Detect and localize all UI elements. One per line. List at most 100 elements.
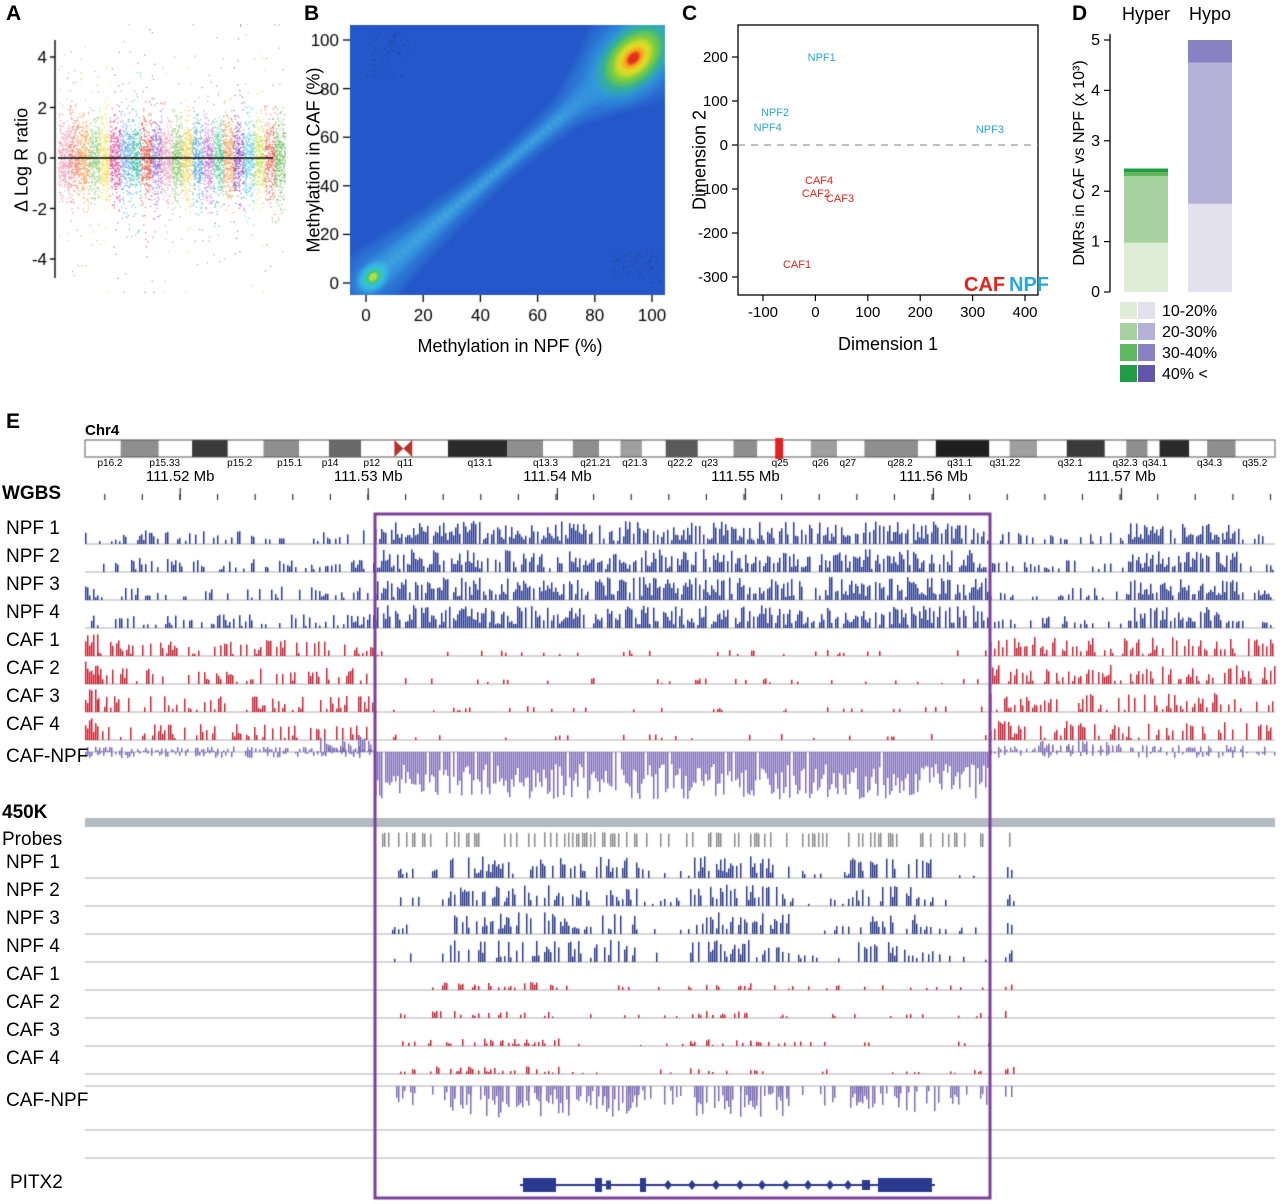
cytoband-label: q27 [839, 458, 857, 469]
wgbs-track-label: CAF 1 [6, 630, 60, 651]
x-tick-label: 300 [960, 304, 985, 321]
cytoband-label: q13.1 [467, 458, 493, 469]
coordinate-label: 111.55 Mb [711, 468, 780, 485]
cytoband-label: q28.2 [887, 458, 913, 469]
sample-point-label: NPF4 [754, 122, 782, 134]
cytoband-label: q32.1 [1057, 458, 1083, 469]
dmr-stacked-bar-chart: 0 1 2 3 4 5 10-20% 20-30% 30-40% 40% < [1091, 32, 1232, 383]
wgbs-track-label: CAF 2 [6, 658, 60, 679]
x-tick-label: 100 [855, 304, 880, 321]
sample-point-label: NPF2 [761, 107, 789, 119]
cytoband-label: q32.3 [1112, 458, 1138, 469]
cytoband-label: q13.3 [533, 458, 559, 469]
legend-label: 40% < [1162, 366, 1208, 383]
y-tick-label: 100 [703, 93, 728, 110]
sample-point-label: CAF2 [802, 188, 830, 200]
wgbs-group-label: WGBS [2, 483, 62, 504]
bar-segment-hypo [1188, 62, 1232, 204]
panel-c-ylabel: Dimension 2 [689, 109, 710, 211]
panel-b-xlabel: Methylation in NPF (%) [417, 336, 603, 356]
wgbs-diff-track-label: CAF-NPF [6, 746, 89, 767]
450k-track-label: CAF 4 [6, 1048, 60, 1069]
cytoband-label: p15.2 [227, 458, 253, 469]
450k-track-label: CAF 3 [6, 1020, 60, 1041]
panel-d-ylabel: DMRs in CAF vs NPF (x 10³) [1071, 60, 1088, 266]
bar-segment-hyper [1124, 242, 1168, 292]
panel-b: Methylation in CAF (%) Methylation in NP… [298, 0, 678, 378]
panel-a: Δ Log R ratio [8, 0, 293, 312]
wgbs-track-label: CAF 4 [6, 714, 60, 735]
cytoband-label: q23 [701, 458, 719, 469]
coordinate-label: 111.52 Mb [145, 468, 215, 485]
genome-browser-labels: Chr4 p16.2 p15.33 p15.2 p15.1 p14 p12 q11 q13.1 q… [0, 414, 1280, 1204]
wgbs-track-label: NPF 4 [6, 602, 60, 623]
bar-segment-hypo [1188, 40, 1232, 63]
y-tick-label: 3 [1091, 133, 1100, 150]
cytoband-label: q35.2 [1242, 458, 1268, 469]
450k-diff-track-label: CAF-NPF [6, 1090, 89, 1111]
panel-e-genome-browser: Chr4 p16.2 p15.33 p15.2 p15.1 p14 p12 q11 q13.1 q… [0, 414, 1280, 1204]
cytoband-label: q21.21 [580, 458, 611, 469]
sample-point-label: CAF3 [826, 193, 854, 205]
legend-swatch-purple [1138, 365, 1155, 382]
cytoband-label: p12 [363, 458, 381, 469]
450k-track-label: NPF 1 [6, 852, 60, 873]
coordinate-label: 111.56 Mb [899, 468, 968, 485]
450k-track-label: CAF 1 [6, 964, 60, 985]
sample-point-label: CAF4 [805, 175, 833, 187]
bar-segment-hyper [1124, 172, 1168, 177]
y-tick-label: 2 [1091, 183, 1100, 200]
legend-swatch-green [1120, 323, 1137, 340]
chromosome-label: Chr4 [85, 422, 120, 439]
x-tick-label: 0 [811, 304, 819, 321]
cytoband-label: p16.2 [97, 458, 123, 469]
legend-swatch-purple [1138, 323, 1155, 340]
panel-c-xlabel: Dimension 1 [837, 334, 939, 354]
cytoband-label: p15.1 [277, 458, 303, 469]
hyper-column-title: Hyper [1121, 4, 1171, 24]
cytoband-label: q21.3 [622, 458, 648, 469]
y-tick-label: 1 [1091, 234, 1100, 251]
y-tick-label: -300 [698, 269, 728, 286]
y-tick-label: 0 [720, 137, 728, 154]
plot-box [737, 24, 1039, 296]
wgbs-track-label: NPF 3 [6, 574, 60, 595]
methylation-density-plot [298, 0, 678, 378]
panel-d: 0 1 2 3 4 5 10-20% 20-30% 30-40% 40% < DMRs in CA… [1064, 0, 1280, 400]
x-tick-label: 200 [908, 304, 933, 321]
coordinate-label: 111.57 Mb [1087, 468, 1156, 485]
cytoband-label: q31.22 [989, 458, 1021, 469]
legend-label: 30-40% [1162, 345, 1217, 362]
y-tick-label: -200 [698, 225, 728, 242]
y-tick-label: 4 [1091, 82, 1100, 99]
cytoband-label: q26 [812, 458, 829, 469]
cytoband-label: p15.33 [149, 458, 181, 469]
bar-segment-hyper [1124, 176, 1168, 243]
cytoband-label: q22.2 [667, 458, 693, 469]
legend-swatch-green [1120, 302, 1137, 319]
cytoband-label: q31.1 [947, 458, 973, 469]
legend-npf: NPF [1009, 274, 1049, 296]
x-tick-label: 400 [1012, 304, 1037, 321]
450k-track-label: NPF 4 [6, 936, 60, 957]
delta-logr-scatter-plot [8, 0, 293, 312]
panel-c-label: C [682, 2, 698, 25]
wgbs-track-label: CAF 3 [6, 686, 60, 707]
sample-point-label: NPF3 [976, 124, 1004, 136]
sample-point-label: CAF1 [783, 259, 811, 271]
legend-label: 10-20% [1162, 303, 1217, 320]
450k-track-label: NPF 2 [6, 880, 60, 901]
y-tick-label: 0 [1091, 284, 1100, 301]
coordinate-label: 111.53 Mb [333, 468, 403, 485]
bar-segment-hypo [1188, 203, 1232, 292]
450k-track-label: CAF 2 [6, 992, 60, 1013]
y-tick-label: 200 [703, 49, 728, 66]
wgbs-track-label: NPF 2 [6, 546, 60, 567]
legend-swatch-purple [1138, 344, 1155, 361]
panel-d-label: D [1072, 2, 1088, 25]
wgbs-track-label: NPF 1 [6, 518, 60, 539]
cytoband-label: q34.1 [1142, 458, 1168, 469]
legend-swatch-green [1120, 365, 1137, 382]
genome-browser-tracks-canvas [0, 414, 1280, 1204]
